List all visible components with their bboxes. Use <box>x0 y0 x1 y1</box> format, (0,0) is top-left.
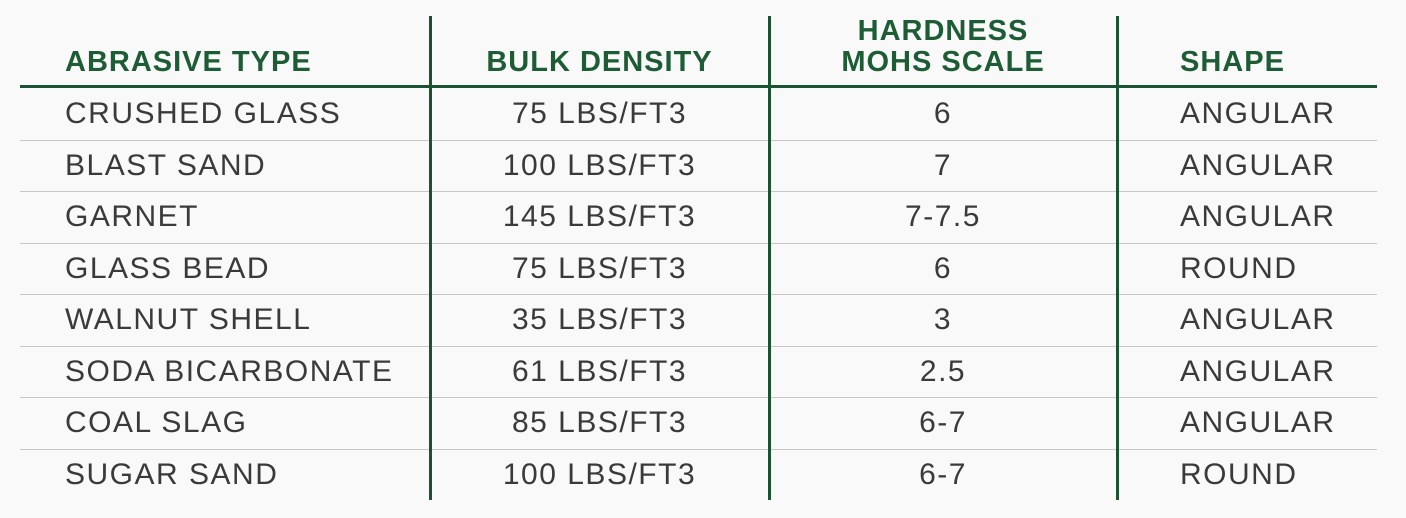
cell-hardness-mohs: 6 <box>933 96 953 130</box>
cell-bulk-density: 145 LBS/FT3 <box>502 200 697 234</box>
cell-bulk-density: 75 LBS/FT3 <box>511 251 688 285</box>
cell-shape: ANGULAR <box>1180 406 1336 440</box>
cell-abrasive-type: WALNUT SHELL <box>65 303 312 337</box>
cell-bulk-density: 85 LBS/FT3 <box>511 406 688 440</box>
cell-hardness-mohs: 6 <box>933 251 953 285</box>
table-row: GLASS BEAD 75 LBS/FT3 6 ROUND <box>20 242 1377 295</box>
abrasives-table: ABRASIVE TYPE BULK DENSITY HARDNESS MOHS… <box>20 16 1377 500</box>
column-header-hardness-mohs-scale: HARDNESS MOHS SCALE <box>769 16 1117 86</box>
cell-bulk-density: 100 LBS/FT3 <box>502 148 697 182</box>
header-underline-rule <box>20 85 1377 88</box>
cell-bulk-density: 61 LBS/FT3 <box>511 354 688 388</box>
column-header-shape: SHAPE <box>1117 47 1377 86</box>
cell-hardness-mohs: 7-7.5 <box>905 200 981 234</box>
cell-shape: ANGULAR <box>1180 354 1336 388</box>
cell-hardness-mohs: 3 <box>933 303 953 337</box>
table-row: SUGAR SAND 100 LBS/FT3 6-7 ROUND <box>20 448 1377 501</box>
cell-hardness-mohs: 6-7 <box>919 457 967 491</box>
table-body: CRUSHED GLASS 75 LBS/FT3 6 ANGULAR BLAST SAN… <box>20 88 1377 500</box>
cell-shape: ANGULAR <box>1180 303 1336 337</box>
table-row: BLAST SAND 100 LBS/FT3 7 ANGULAR <box>20 139 1377 192</box>
table-header-row: ABRASIVE TYPE BULK DENSITY HARDNESS MOHS… <box>20 16 1377 85</box>
cell-abrasive-type: GARNET <box>65 200 200 234</box>
cell-shape: ANGULAR <box>1180 200 1336 234</box>
cell-bulk-density: 100 LBS/FT3 <box>502 457 697 491</box>
cell-shape: ROUND <box>1180 457 1298 491</box>
cell-abrasive-type: CRUSHED GLASS <box>65 96 342 130</box>
column-header-label: ABRASIVE TYPE <box>65 46 312 78</box>
cell-abrasive-type: BLAST SAND <box>65 148 267 182</box>
table-row: GARNET 145 LBS/FT3 7-7.5 ANGULAR <box>20 191 1377 243</box>
table-row: WALNUT SHELL 35 LBS/FT3 3 ANGULAR <box>20 294 1377 346</box>
cell-shape: ANGULAR <box>1180 96 1336 130</box>
table-row: COAL SLAG 85 LBS/FT3 6-7 ANGULAR <box>20 397 1377 449</box>
cell-abrasive-type: GLASS BEAD <box>65 251 271 285</box>
cell-hardness-mohs: 2.5 <box>919 354 967 388</box>
cell-shape: ANGULAR <box>1180 148 1336 182</box>
table-row: CRUSHED GLASS 75 LBS/FT3 6 ANGULAR <box>20 88 1377 140</box>
column-header-label: SHAPE <box>1180 46 1285 78</box>
column-header-label: BULK DENSITY <box>486 46 713 78</box>
column-header-label-line1: HARDNESS <box>857 15 1029 47</box>
column-header-bulk-density: BULK DENSITY <box>430 47 769 86</box>
cell-hardness-mohs: 6-7 <box>919 406 967 440</box>
cell-bulk-density: 35 LBS/FT3 <box>511 303 688 337</box>
column-divider-2 <box>768 16 771 500</box>
cell-abrasive-type: SUGAR SAND <box>65 457 279 491</box>
cell-hardness-mohs: 7 <box>933 148 953 182</box>
cell-bulk-density: 75 LBS/FT3 <box>511 96 688 130</box>
cell-abrasive-type: COAL SLAG <box>65 406 248 440</box>
cell-abrasive-type: SODA BICARBONATE <box>65 354 394 388</box>
column-divider-1 <box>429 16 432 500</box>
table-row: SODA BICARBONATE 61 LBS/FT3 2.5 ANGULAR <box>20 345 1377 398</box>
column-divider-3 <box>1116 16 1119 500</box>
column-header-abrasive-type: ABRASIVE TYPE <box>20 47 430 86</box>
column-header-label-line2: MOHS SCALE <box>841 46 1045 78</box>
cell-shape: ROUND <box>1180 251 1298 285</box>
